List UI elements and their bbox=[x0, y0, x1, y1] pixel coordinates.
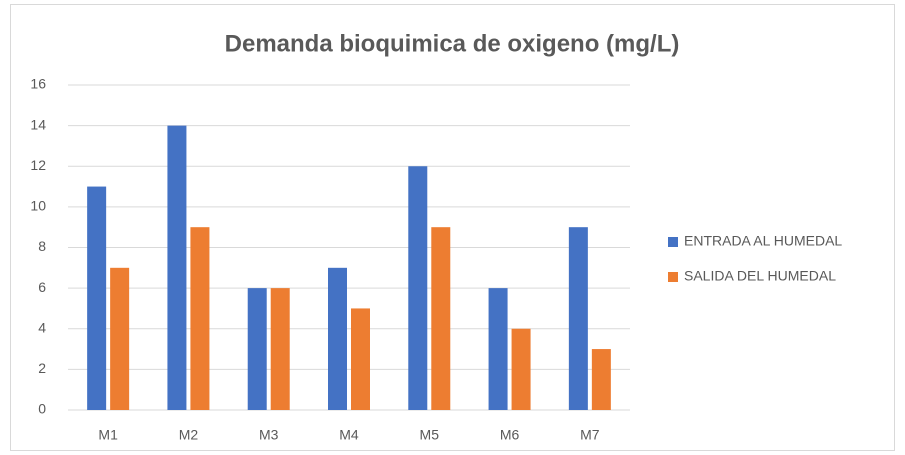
x-tick-label: M4 bbox=[339, 427, 359, 443]
chart-frame bbox=[10, 4, 895, 451]
bar bbox=[351, 308, 370, 410]
y-tick-label: 2 bbox=[38, 360, 46, 376]
y-tick-label: 12 bbox=[30, 157, 46, 173]
x-tick-label: M6 bbox=[500, 427, 520, 443]
y-tick-label: 6 bbox=[38, 279, 46, 295]
y-tick-label: 14 bbox=[30, 116, 46, 132]
legend-swatch bbox=[668, 272, 678, 282]
bar bbox=[270, 288, 290, 410]
x-tick-label: M2 bbox=[179, 427, 199, 443]
y-tick-label: 10 bbox=[30, 198, 46, 214]
bar bbox=[431, 227, 451, 410]
bar bbox=[511, 328, 531, 410]
bar bbox=[167, 125, 187, 410]
bar bbox=[190, 227, 210, 410]
bar bbox=[408, 166, 428, 410]
legend-label: ENTRADA AL HUMEDAL bbox=[684, 233, 842, 249]
legend-label: SALIDA DEL HUMEDAL bbox=[684, 268, 836, 284]
x-tick-label: M5 bbox=[420, 427, 440, 443]
y-tick-label: 8 bbox=[38, 238, 46, 254]
bar bbox=[110, 267, 130, 410]
x-tick-label: M7 bbox=[580, 427, 600, 443]
bar bbox=[488, 288, 508, 410]
bar bbox=[568, 227, 588, 410]
y-tick-label: 16 bbox=[30, 76, 46, 92]
legend-swatch bbox=[668, 237, 678, 247]
bar bbox=[591, 349, 611, 410]
x-tick-label: M1 bbox=[98, 427, 118, 443]
x-tick-label: M3 bbox=[259, 427, 279, 443]
chart-title: Demanda bioquimica de oxigeno (mg/L) bbox=[225, 30, 680, 57]
bar bbox=[328, 267, 347, 410]
y-tick-label: 0 bbox=[38, 401, 46, 417]
bar bbox=[247, 288, 267, 410]
y-tick-label: 4 bbox=[38, 319, 46, 335]
bar bbox=[87, 186, 107, 410]
